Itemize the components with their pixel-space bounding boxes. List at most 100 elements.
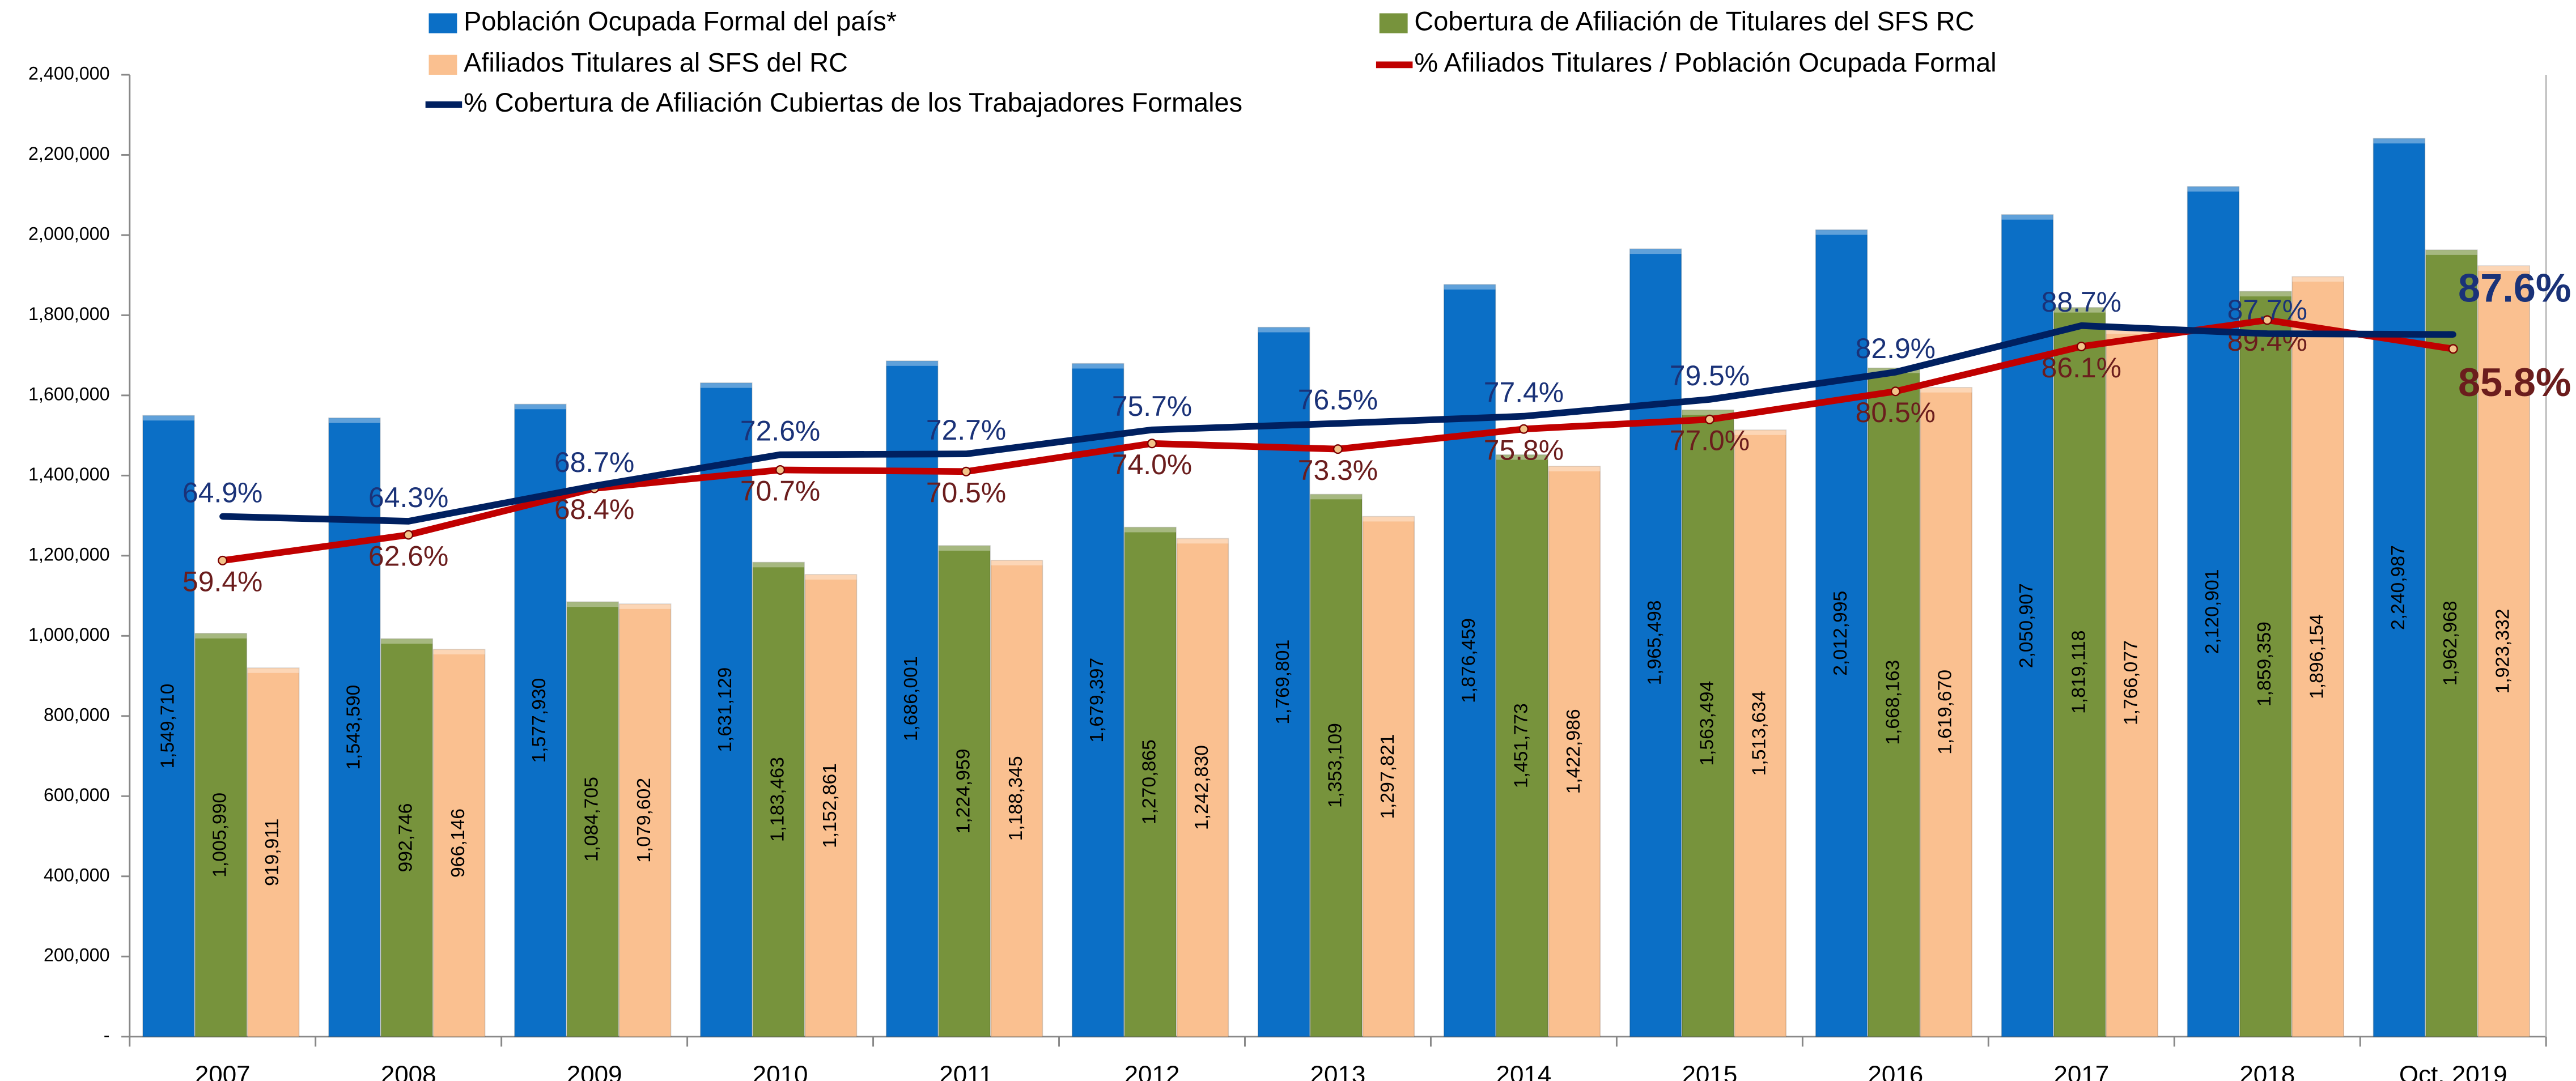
x-tick-label: 2017	[2053, 1061, 2109, 1081]
line-point	[961, 466, 971, 476]
bar	[514, 403, 567, 1037]
line-value-label: 73.3%	[1298, 454, 1378, 486]
line-value-label: 70.7%	[740, 475, 820, 507]
bar-value-label: 1,188,345	[1005, 756, 1026, 841]
line-point	[404, 530, 414, 540]
line-point	[1147, 439, 1157, 449]
line-point	[2450, 331, 2456, 338]
x-tick-label: 2011	[939, 1061, 993, 1081]
bar	[380, 638, 434, 1037]
bar	[194, 633, 248, 1037]
bar	[432, 649, 486, 1037]
y-tick-label: 1,000,000	[28, 624, 109, 645]
bar-highlight	[2106, 329, 2158, 334]
y-tick-label: 2,200,000	[28, 143, 109, 164]
line-value-label: 88.7%	[2042, 286, 2121, 318]
bar-highlight	[1072, 363, 1124, 369]
bar	[1496, 454, 1548, 1037]
bar-highlight	[1682, 410, 1734, 415]
line-point	[1706, 396, 1713, 403]
line-point	[2448, 344, 2458, 354]
line-value-label: 82.9%	[1856, 333, 1936, 364]
bar	[1124, 526, 1177, 1037]
y-tick-label: 1,600,000	[28, 384, 109, 404]
bar	[2106, 328, 2159, 1037]
line-point	[2262, 315, 2272, 325]
bar-value-label: 919,911	[261, 819, 283, 886]
bar	[1920, 387, 1973, 1037]
bar-highlight	[247, 667, 299, 673]
y-tick-label: 1,200,000	[28, 544, 109, 564]
x-tick-label: 2009	[567, 1061, 622, 1081]
bar-value-label: 1,513,634	[1749, 691, 1770, 776]
bar-highlight	[1734, 429, 1786, 435]
line-point	[218, 555, 228, 565]
x-tick-label: 2012	[1124, 1061, 1180, 1081]
y-tick-label: -	[104, 1025, 110, 1045]
line-value-label: 64.9%	[183, 477, 262, 509]
bar-highlight	[2425, 250, 2477, 255]
bar-value-label: 1,152,861	[819, 763, 841, 848]
bar	[1443, 284, 1496, 1037]
y-tick-label: 2,400,000	[28, 63, 109, 83]
bar-value-label: 1,353,109	[1324, 723, 1346, 808]
bar	[804, 574, 858, 1037]
bar	[566, 601, 619, 1037]
bar-value-label: 1,543,590	[342, 685, 364, 770]
bar-highlight	[2239, 291, 2291, 297]
bar	[142, 415, 195, 1037]
line-value-label: 75.7%	[1112, 390, 1192, 422]
line-value-label: 86.1%	[2042, 352, 2121, 384]
bar	[1629, 248, 1682, 1037]
legend-label: Afiliados Titulares al SFS del RC	[464, 48, 848, 78]
bar-value-label: 1,668,163	[1882, 660, 1903, 745]
bar-highlight	[700, 382, 752, 388]
bar-highlight	[1920, 387, 1972, 393]
line-point	[777, 451, 784, 458]
bar-value-label: 1,577,930	[528, 678, 550, 763]
bar-highlight	[1548, 466, 1601, 471]
bar-value-label: 1,876,459	[1458, 618, 1479, 703]
bar	[1815, 229, 1868, 1037]
line-value-label: 77.4%	[1484, 377, 1564, 408]
line-value-label: 87.6%	[2458, 266, 2571, 310]
bar-highlight	[195, 633, 247, 639]
line-point	[405, 518, 412, 525]
bar-highlight	[1177, 538, 1229, 544]
x-tick-label: 2007	[195, 1061, 251, 1081]
line-point	[2264, 330, 2271, 337]
bar-value-label: 1,297,821	[1377, 734, 1398, 819]
bar-highlight	[2292, 276, 2344, 282]
y-tick-label: 1,400,000	[28, 464, 109, 484]
legend-swatch	[428, 54, 457, 75]
bar	[618, 603, 672, 1037]
bar	[1071, 363, 1124, 1037]
line-value-label: 85.8%	[2458, 360, 2571, 405]
line-point	[2078, 322, 2085, 329]
bar-value-label: 966,146	[447, 808, 469, 878]
line-point	[1332, 444, 1343, 454]
bar	[2053, 307, 2106, 1037]
line-value-label: 80.5%	[1856, 397, 1936, 428]
bar	[2477, 265, 2530, 1037]
bar-value-label: 1,183,463	[767, 757, 788, 842]
line-value-label: 74.0%	[1112, 449, 1192, 480]
bar	[1548, 466, 1601, 1037]
line-value-label: 87.7%	[2227, 294, 2307, 326]
bar	[1362, 516, 1415, 1037]
bar-highlight	[1496, 454, 1548, 460]
line-value-label: 68.7%	[554, 446, 634, 478]
y-tick-label: 2,000,000	[28, 223, 109, 244]
bar-highlight	[2373, 138, 2425, 144]
line-value-label: 72.6%	[740, 415, 820, 447]
bar-value-label: 2,240,987	[2387, 545, 2409, 630]
bar	[699, 382, 753, 1037]
line-value-label: 79.5%	[1670, 360, 1750, 391]
bar-highlight	[619, 603, 671, 609]
legend-swatch	[428, 13, 457, 33]
line-value-label: 77.0%	[1670, 425, 1750, 457]
bar	[1310, 493, 1363, 1037]
y-tick-label: 800,000	[44, 704, 110, 725]
x-tick-label: 2018	[2239, 1061, 2295, 1081]
y-tick-label: 1,800,000	[28, 304, 109, 324]
